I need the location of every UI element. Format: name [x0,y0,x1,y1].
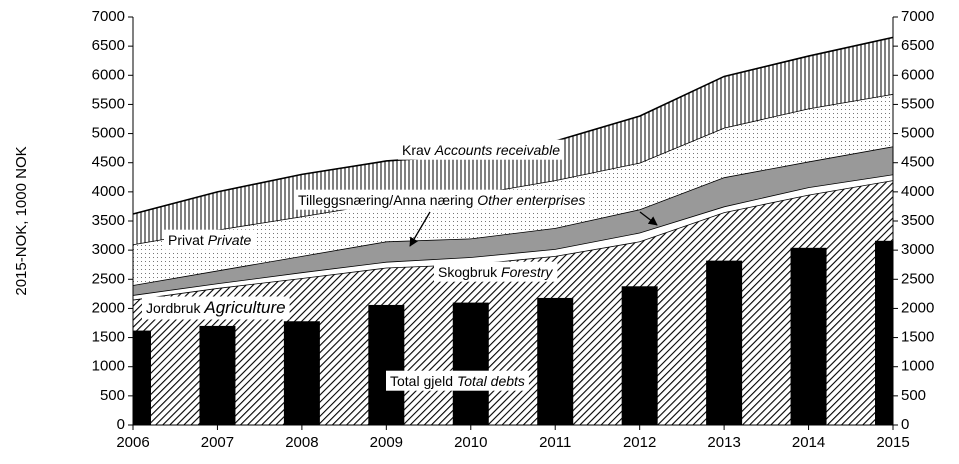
series-label: Jordbruk Agriculture [146,298,286,317]
y2-tick-label: 6000 [901,66,934,83]
bar [621,286,658,425]
bars [133,240,893,425]
area [133,146,893,296]
y2-tick-label: 6500 [901,37,934,54]
y2-tick-label: 500 [901,387,926,404]
x-tick-label: 2010 [454,434,487,451]
label-bg [386,370,529,391]
x-tick-label: 2011 [539,434,571,451]
x-tick-label: 2009 [370,434,403,451]
series-label: Total gjeld Total debts [390,373,525,389]
y2-tick-label: 3000 [901,241,934,258]
y2-tick-label: 0 [901,416,909,433]
y-tick-label: 5500 [92,95,125,112]
label-no: Total gjeld [390,373,453,389]
label-en: Agriculture [203,298,285,317]
arrow [639,211,658,226]
area [133,180,893,425]
x-tick-label: 2007 [201,434,234,451]
area [133,93,893,286]
y-tick-label: 3500 [92,212,125,229]
series-label: Skogbruk Forestry [438,264,553,280]
y2-tick-label: 7000 [901,8,934,25]
label-no: Tilleggsnæring/Anna næring [298,192,473,208]
label-en: Other enterprises [477,192,585,208]
series-label: Tilleggsnæring/Anna næring Other enterpr… [298,192,585,208]
label-en: Forestry [501,264,553,280]
label-bg [142,296,290,320]
label-bg [164,229,256,250]
x-tick-label: 2014 [792,434,825,451]
y2-tick-label: 3500 [901,212,934,229]
bar [537,297,574,425]
series-label: Krav Accounts receivable [402,142,560,158]
y2-tick-label: 4000 [901,183,934,200]
x-tick-label: 2008 [285,434,318,451]
y-tick-label: 4000 [92,183,125,200]
area-edge [132,93,894,246]
x-tick-label: 2012 [623,434,656,451]
y2-tick-label: 2500 [901,270,934,287]
arrow [409,211,431,247]
labels: Krav Accounts receivable Tilleggsnæring/A… [142,139,590,391]
label-bg [294,189,590,210]
x-tick-label: 2006 [116,434,149,451]
bar [199,325,236,425]
label-no: Privat [168,232,204,248]
y-tick-label: 500 [100,387,125,404]
x-tick-label: 2015 [876,434,909,451]
y-tick-label: 2000 [92,299,125,316]
y2-tick-label: 4500 [901,154,934,171]
label-en: Private [208,232,252,248]
label-bg [398,139,565,160]
y-axis-label: 2015-NOK, 1000 NOK [13,146,30,295]
y2-tick-label: 2000 [901,299,934,316]
area [133,174,893,300]
label-no: Jordbruk [146,300,201,316]
y2-tick-label: 5500 [901,95,934,112]
label-no: Krav [402,142,431,158]
y-tick-label: 1000 [92,358,125,375]
bar [368,304,405,425]
y-tick-label: 1500 [92,329,125,346]
axes: 0500100015002000250030003500400045005000… [92,8,935,451]
bar [790,247,827,425]
y-tick-label: 2500 [92,270,125,287]
y-tick-label: 3000 [92,241,125,258]
series-label: Privat Private [168,232,251,248]
y-tick-label: 7000 [92,8,125,25]
y2-tick-label: 5000 [901,125,934,142]
y2-tick-label: 1500 [901,329,934,346]
bar [452,302,489,425]
bar [283,321,320,425]
y-tick-label: 6500 [92,37,125,54]
label-no: Skogbruk [438,264,498,280]
label-bg [434,261,558,282]
y-tick-label: 6000 [92,66,125,83]
y-tick-label: 4500 [92,154,125,171]
y-tick-label: 0 [117,416,125,433]
label-en: Accounts receivable [434,142,561,158]
y-tick-label: 5000 [92,125,125,142]
bar [875,240,893,425]
label-en: Total debts [457,373,525,389]
x-tick-label: 2013 [707,434,740,451]
y2-tick-label: 1000 [901,358,934,375]
bar [133,330,151,425]
bar [706,260,743,425]
